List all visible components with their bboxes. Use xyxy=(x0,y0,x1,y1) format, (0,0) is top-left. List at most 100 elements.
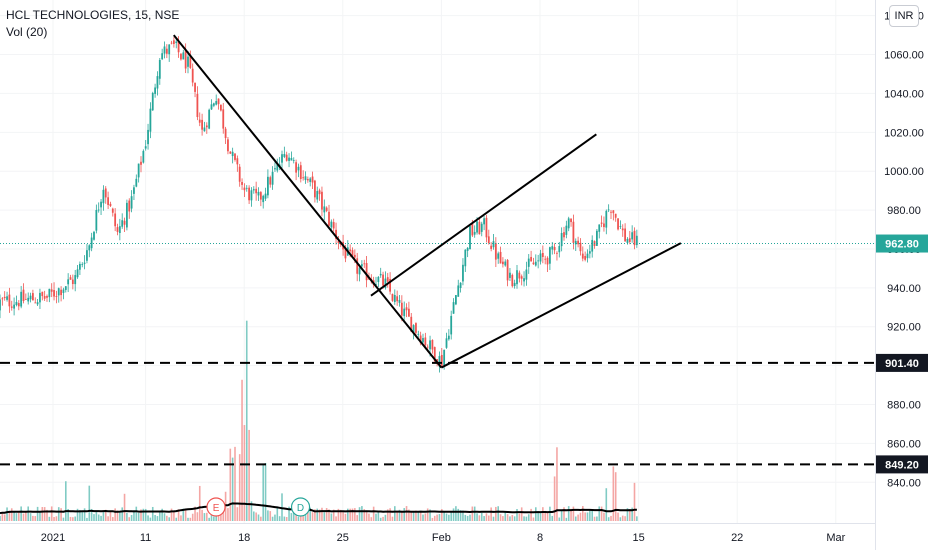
volume-bar xyxy=(321,507,323,521)
candle-body xyxy=(631,232,634,240)
candle-body xyxy=(502,261,504,265)
candle-body xyxy=(17,303,20,307)
candle-body xyxy=(483,218,485,225)
volume-bar xyxy=(290,513,293,521)
candle-body xyxy=(530,256,532,262)
volume-bar xyxy=(307,508,309,521)
grid-layer xyxy=(0,0,875,523)
candle-body xyxy=(48,288,51,298)
candle-body xyxy=(553,246,556,251)
level-price-tag-bg xyxy=(876,353,928,372)
volume-bar xyxy=(605,488,608,521)
candle-body xyxy=(386,277,389,282)
volume-bar xyxy=(574,516,577,521)
volume-bar xyxy=(356,515,358,521)
candle-body xyxy=(384,278,387,288)
volume-bar xyxy=(36,506,39,521)
volume-bar xyxy=(325,508,328,521)
volume-bar xyxy=(553,476,556,521)
volume-bar xyxy=(431,517,434,521)
volume-bar xyxy=(368,513,370,521)
candle-body xyxy=(276,163,279,171)
volume-bar xyxy=(389,508,391,521)
level-price-tag: 901.40 xyxy=(885,358,919,370)
candle-body xyxy=(222,109,225,129)
price-tick-label: 920.00 xyxy=(887,322,921,334)
volume-bar xyxy=(546,512,549,521)
volume-bar xyxy=(245,320,248,521)
level-price-tag-bg xyxy=(876,455,928,474)
candle-body xyxy=(224,128,227,139)
candle-body xyxy=(579,242,582,252)
volume-bar xyxy=(598,506,601,521)
candle-body xyxy=(295,162,297,173)
volume-bar xyxy=(50,506,53,521)
volume-bar xyxy=(86,517,88,521)
event-marker-d[interactable]: D xyxy=(290,497,311,517)
volume-bar xyxy=(67,509,69,521)
volume-bar xyxy=(349,508,351,521)
volume-bar xyxy=(504,512,507,521)
volume-bar xyxy=(62,517,65,521)
candle-body xyxy=(549,247,551,264)
candle-body xyxy=(245,187,248,189)
trendline[interactable] xyxy=(370,133,597,297)
candle-body xyxy=(170,42,173,44)
volume-bar xyxy=(565,517,568,521)
volume-bar xyxy=(394,506,396,521)
volume-bar xyxy=(257,514,260,521)
candle-body xyxy=(95,210,98,231)
volume-bar xyxy=(558,517,561,521)
candle-body xyxy=(316,191,319,200)
volume-bar xyxy=(107,516,109,521)
volume-bar xyxy=(386,509,389,521)
candle-body xyxy=(177,41,180,53)
volume-bar xyxy=(412,511,415,521)
volume-bar xyxy=(596,516,598,521)
currency-button[interactable]: INR xyxy=(889,5,919,27)
candle-body xyxy=(123,220,126,225)
symbol-title[interactable]: HCL TECHNOLOGIES, 15, NSE xyxy=(6,8,180,22)
volume-bar xyxy=(53,517,55,521)
candle-body xyxy=(603,223,605,228)
trendline[interactable] xyxy=(172,34,443,369)
time-axis[interactable]: 2021 11 18 25 Feb 8 15 22 Mar xyxy=(41,532,846,544)
trendline[interactable] xyxy=(440,242,682,369)
candle-body xyxy=(565,225,568,235)
volume-bar xyxy=(624,516,626,521)
volume-bar xyxy=(448,514,450,521)
price-tick-label: 1060.00 xyxy=(884,50,924,62)
candle-body xyxy=(379,273,382,276)
volume-bar xyxy=(379,517,382,521)
candle-body xyxy=(626,238,629,243)
candle-body xyxy=(158,59,161,79)
candle-body xyxy=(534,261,537,266)
volume-bar xyxy=(586,512,589,521)
volume-bar xyxy=(617,512,619,521)
volume-bar xyxy=(234,446,236,521)
candle-body xyxy=(410,316,413,332)
candle-body xyxy=(431,340,434,350)
candle-body xyxy=(100,201,102,208)
event-marker-e[interactable]: E xyxy=(206,497,226,517)
candle-body xyxy=(41,291,44,297)
candle-body xyxy=(621,228,624,231)
candle-body xyxy=(3,296,6,299)
volume-bar xyxy=(614,472,617,521)
candle-body xyxy=(478,221,481,235)
candle-body xyxy=(205,125,208,128)
trendline-layer[interactable] xyxy=(172,34,682,369)
candle-body xyxy=(107,197,109,205)
volume-bar xyxy=(506,514,509,521)
candle-body xyxy=(492,241,495,248)
candle-body xyxy=(64,286,67,290)
volume-indicator-label[interactable]: Vol (20) xyxy=(6,25,48,39)
candle-body xyxy=(116,227,119,232)
volume-bar xyxy=(194,506,196,521)
volume-bar xyxy=(384,514,387,521)
volume-bar xyxy=(549,506,551,521)
plot-area[interactable] xyxy=(0,0,875,523)
